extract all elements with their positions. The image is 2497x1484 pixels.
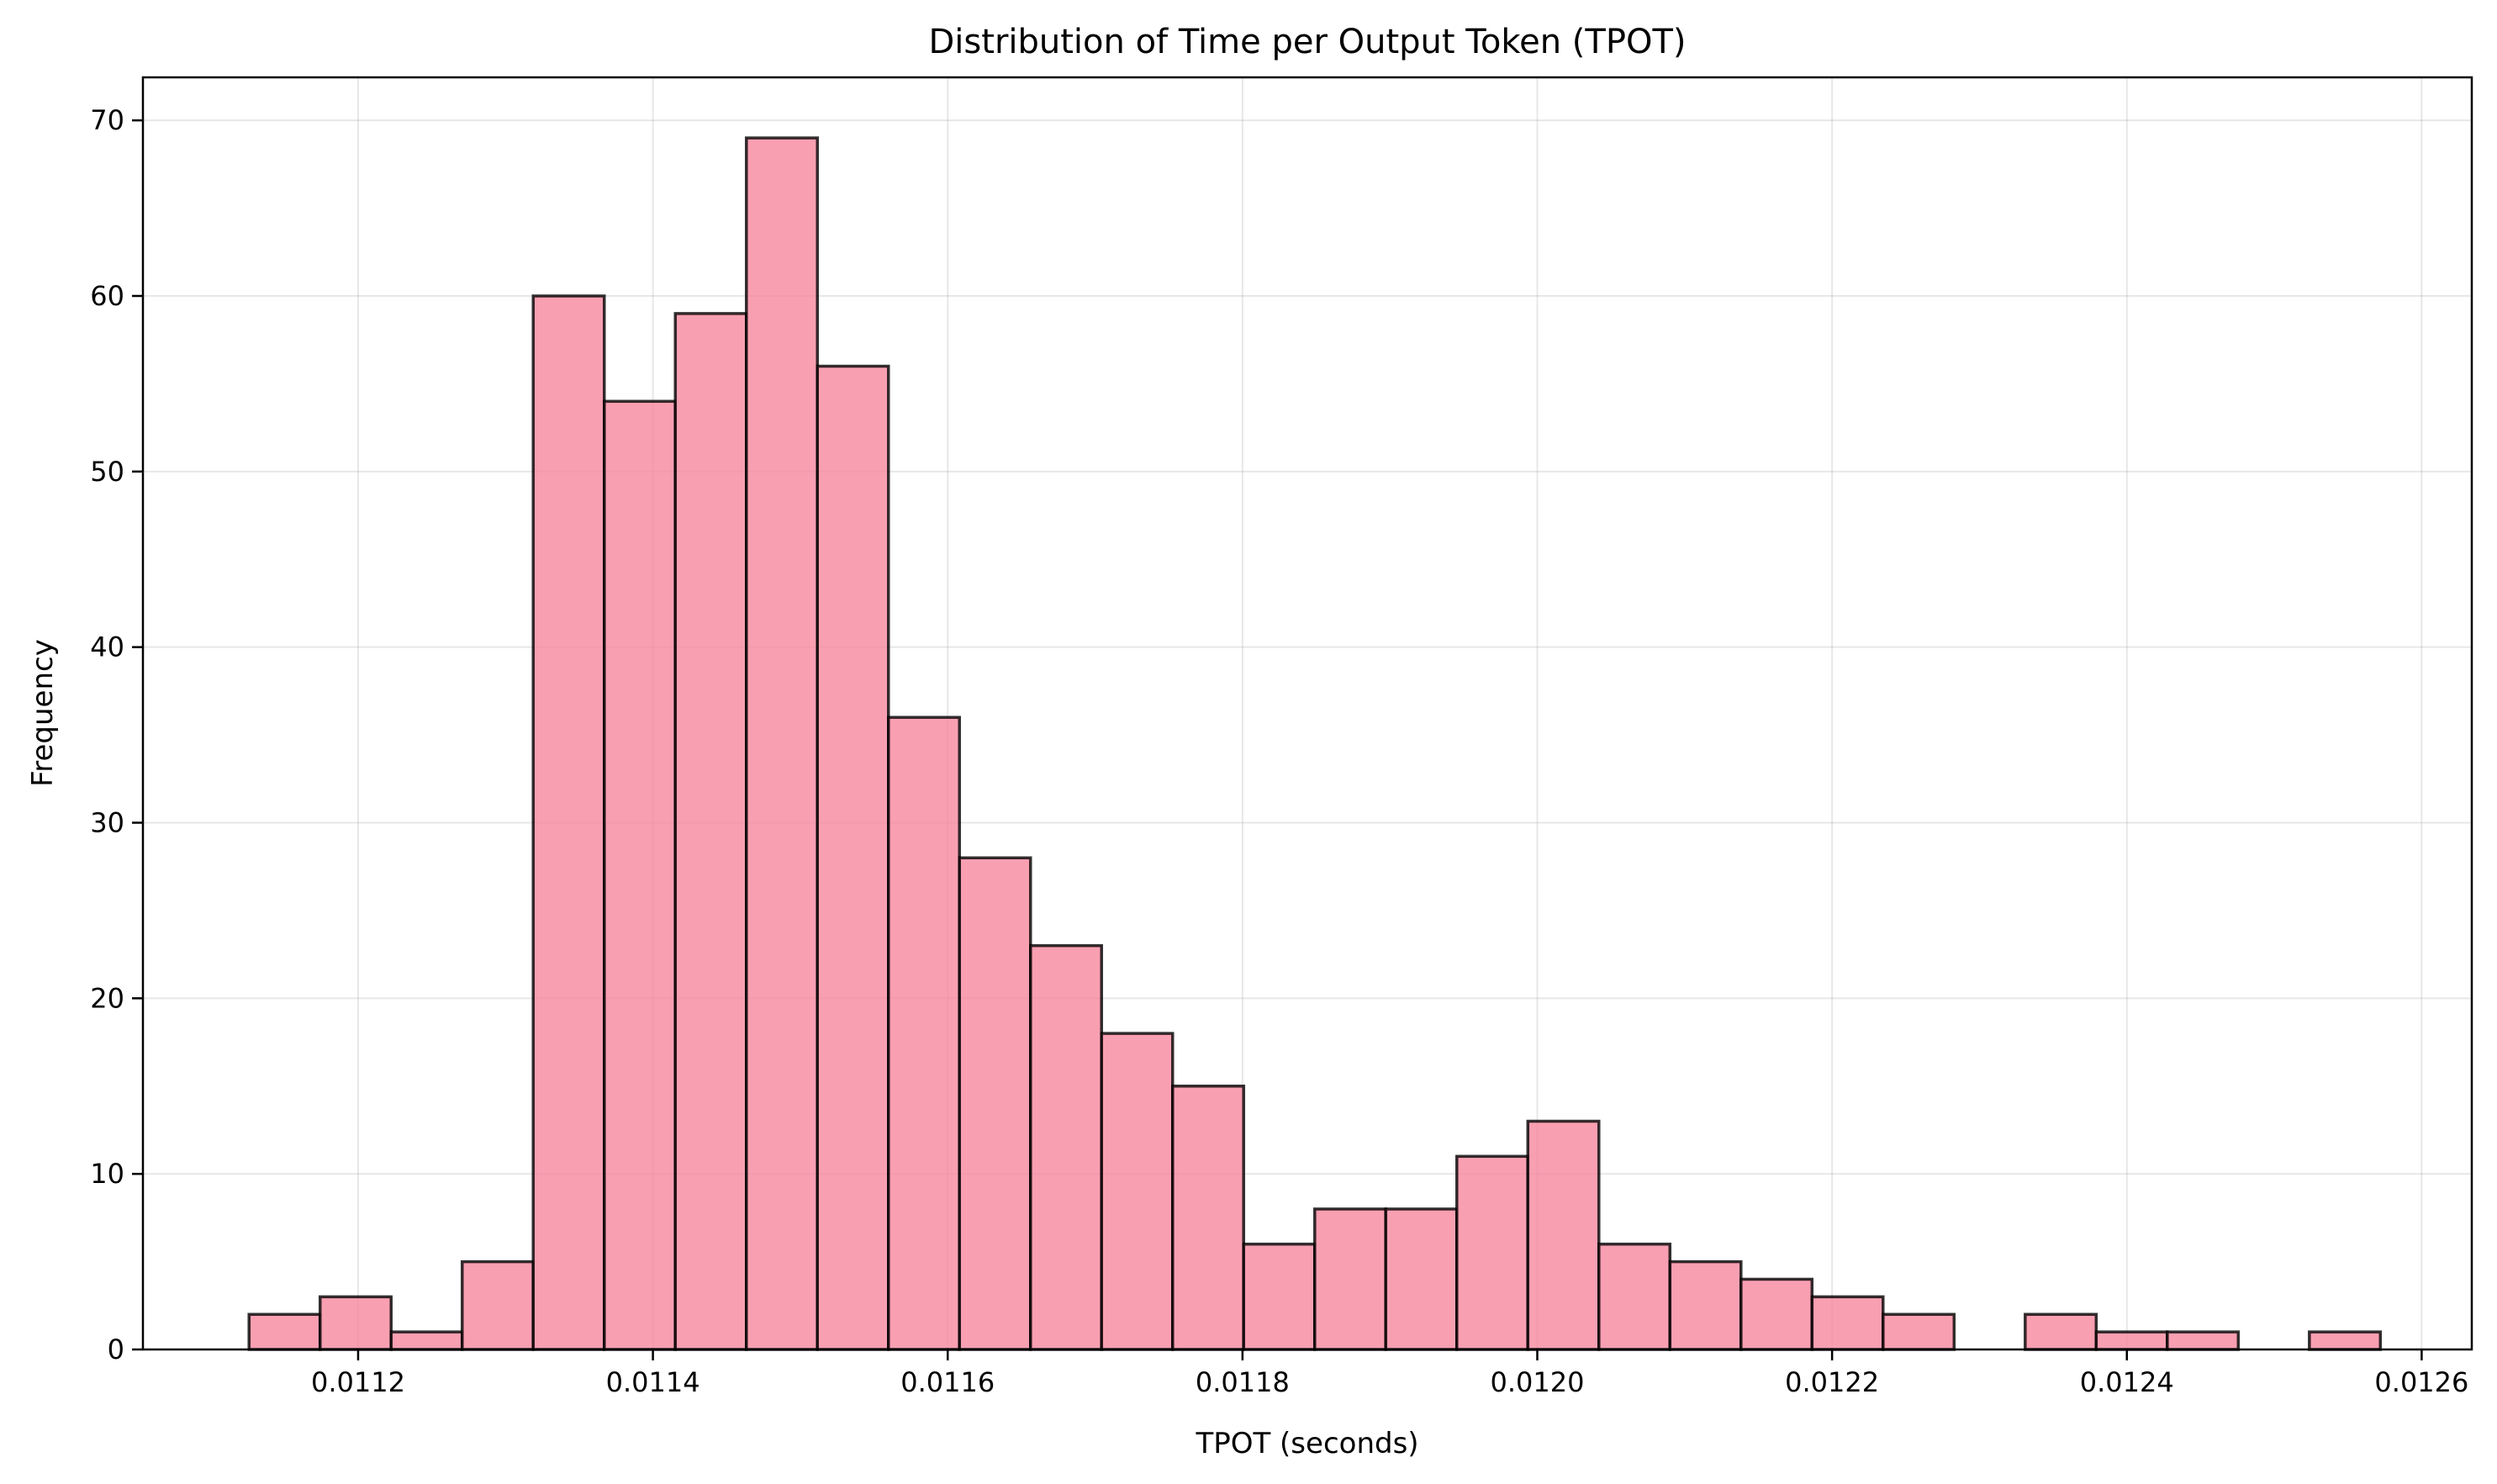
grid-lines [143, 77, 2472, 1350]
histogram-bar-13 [1171, 1084, 1246, 1351]
histogram-bar-22 [1810, 1295, 1885, 1351]
y-tick-label-2: 20 [90, 982, 124, 1014]
x-tick-label-1: 0.0114 [606, 1366, 700, 1398]
x-tick-label-3: 0.0118 [1196, 1366, 1290, 1398]
y-tick-label-5: 50 [90, 456, 124, 488]
axis-ticks: 0.0112 0.0114 0.0116 0.0118 0.0120 0.0122 0.01… [90, 104, 2468, 1398]
chart-title: Distribution of Time per Output Token (T… [929, 23, 1687, 61]
histogram-bar-26 [2094, 1330, 2169, 1351]
histogram-bar-29 [2308, 1330, 2383, 1351]
histogram-bar-20 [1668, 1260, 1743, 1351]
histogram-bar-15 [1313, 1207, 1388, 1351]
histogram-bars [247, 136, 2383, 1351]
plot-frame [141, 76, 2473, 1351]
x-tick-label-5: 0.0122 [1785, 1366, 1879, 1398]
histogram-bar-11 [1029, 943, 1104, 1351]
histogram-bar-12 [1100, 1032, 1175, 1351]
y-axis-label: Frequency [26, 639, 60, 787]
histogram-bar-27 [2166, 1330, 2241, 1351]
histogram-bar-8 [816, 364, 890, 1351]
histogram-bar-16 [1384, 1207, 1459, 1351]
x-tick-label-7: 0.0126 [2374, 1366, 2468, 1398]
histogram-bar-17 [1455, 1154, 1530, 1351]
y-tick-label-6: 60 [90, 280, 124, 312]
x-axis-label: TPOT (seconds) [1195, 1427, 1418, 1460]
histogram-bar-3 [460, 1260, 535, 1351]
y-tick-label-0: 0 [108, 1333, 124, 1365]
histogram-bar-19 [1597, 1242, 1672, 1351]
histogram-bar-1 [318, 1295, 393, 1351]
histogram-bar-10 [958, 856, 1032, 1351]
x-tick-label-6: 0.0124 [2080, 1366, 2174, 1398]
histogram-bar-23 [1882, 1312, 1956, 1351]
x-tick-label-2: 0.0116 [900, 1366, 995, 1398]
x-tick-label-0: 0.0112 [311, 1366, 405, 1398]
histogram-bar-21 [1739, 1277, 1814, 1351]
histogram-bar-7 [744, 136, 819, 1351]
y-tick-label-4: 40 [90, 631, 124, 663]
y-tick-label-3: 30 [90, 806, 124, 838]
histogram-bar-0 [247, 1312, 322, 1351]
histogram-bar-4 [531, 294, 606, 1351]
y-tick-label-7: 70 [90, 104, 124, 136]
y-tick-label-1: 10 [90, 1158, 124, 1190]
histogram-bar-6 [673, 312, 748, 1351]
x-tick-label-4: 0.0120 [1491, 1366, 1585, 1398]
histogram-bar-18 [1526, 1119, 1601, 1351]
histogram-bar-14 [1242, 1242, 1317, 1351]
histogram-bar-9 [887, 716, 962, 1351]
histogram-bar-25 [2024, 1312, 2098, 1351]
histogram-bar-2 [389, 1330, 464, 1351]
histogram-bar-5 [602, 399, 677, 1351]
